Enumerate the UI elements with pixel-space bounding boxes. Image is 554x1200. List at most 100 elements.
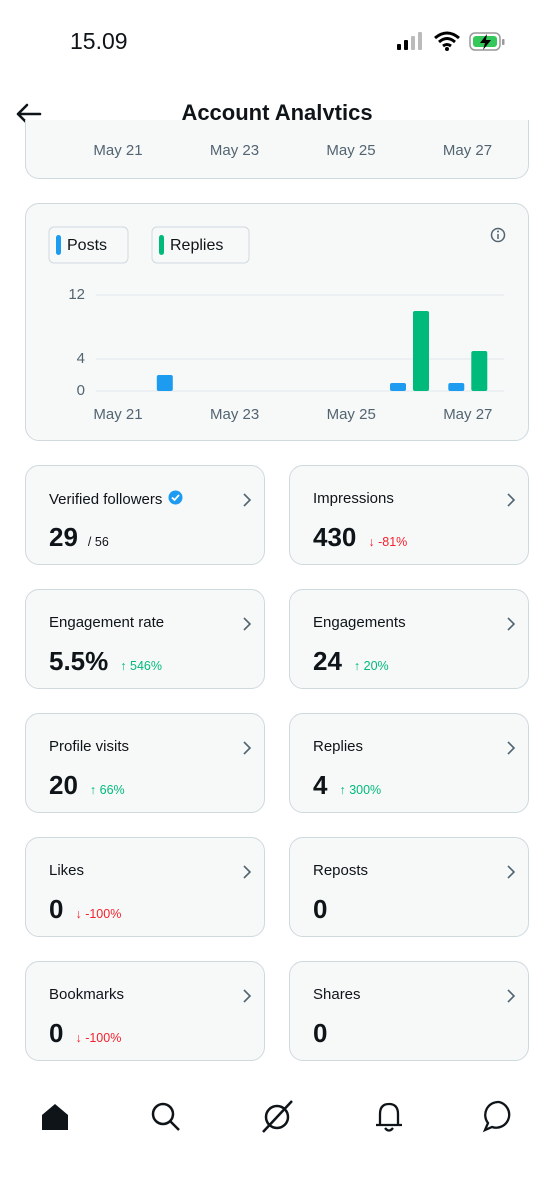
nav-messages[interactable] bbox=[482, 1100, 511, 1133]
metric-value: 4 bbox=[313, 770, 328, 800]
metric-value-row: 0 bbox=[313, 1018, 327, 1049]
metric-value-row: 24 ↑ 20% bbox=[313, 646, 389, 677]
metric-label-row: Profile visits bbox=[49, 738, 129, 755]
x-tick-label: May 25 bbox=[327, 406, 376, 423]
chart: 0 4 12 Posts Replies May 21 May 23 May 25 May 27 bbox=[48, 226, 506, 423]
previous-chart-card: May 21 May 23 May 25 May 27 bbox=[25, 120, 529, 179]
metric-value: 0 bbox=[49, 894, 64, 924]
metric-value-row: 430 ↓ -81% bbox=[313, 522, 407, 553]
metric-change: ↓ -100% bbox=[75, 907, 122, 921]
metric-card[interactable]: Likes 0 ↓ -100% bbox=[25, 837, 265, 937]
legend-chip bbox=[151, 226, 250, 264]
y-tick-label: 0 bbox=[77, 382, 85, 399]
metric-label-row: Reposts bbox=[313, 862, 368, 879]
metric-label: Engagement rate bbox=[49, 614, 165, 631]
x-tick-label: May 21 bbox=[93, 406, 142, 423]
metric-value-row: 0 ↓ -100% bbox=[49, 1018, 121, 1049]
bar bbox=[471, 351, 488, 391]
metric-label: Shares bbox=[313, 986, 361, 1003]
x-tick-label: May 23 bbox=[209, 142, 260, 159]
metric-label-row: Bookmarks bbox=[49, 986, 124, 1003]
metric-card[interactable]: Reposts 0 bbox=[289, 837, 529, 937]
metric-change: ↑ 20% bbox=[353, 659, 389, 673]
nav-search[interactable] bbox=[151, 1102, 180, 1131]
metric-card[interactable]: Impressions 430 ↓ -81% bbox=[289, 465, 529, 565]
metric-value-row: 5.5% ↑ 546% bbox=[49, 646, 162, 677]
metric-value-row: 20 ↑ 66% bbox=[49, 770, 125, 801]
metric-change: ↑ 300% bbox=[339, 783, 382, 797]
metric-change: ↓ -100% bbox=[75, 1031, 122, 1045]
verified-badge bbox=[168, 490, 183, 509]
chevron bbox=[506, 740, 516, 761]
bottom-nav bbox=[42, 1100, 511, 1133]
metric-value: 29 bbox=[49, 522, 78, 552]
chart-card: 0 4 12 Posts Replies May 21 May 23 May 25 May 27 bbox=[25, 203, 529, 441]
legend-swatch bbox=[56, 235, 61, 255]
info-icon[interactable] bbox=[490, 227, 506, 243]
metric-value: 24 bbox=[313, 646, 342, 676]
metric-label: Bookmarks bbox=[49, 986, 125, 1003]
y-tick-label: 4 bbox=[77, 350, 85, 367]
metric-label: Verified followers bbox=[49, 491, 163, 508]
x-tick-label: May 25 bbox=[326, 142, 376, 159]
chevron bbox=[242, 616, 252, 637]
metric-label: Replies bbox=[313, 738, 364, 755]
metric-card[interactable]: Profile visits 20 ↑ 66% bbox=[25, 713, 265, 813]
metric-value: 20 bbox=[49, 770, 78, 800]
metric-card[interactable]: Replies 4 ↑ 300% bbox=[289, 713, 529, 813]
status-icons bbox=[397, 31, 505, 51]
chevron bbox=[242, 740, 252, 761]
metric-total: / 56 bbox=[87, 535, 109, 549]
previous-chart-axis: May 21 May 23 May 25 May 27 bbox=[26, 142, 530, 162]
chevron bbox=[506, 616, 516, 637]
chevron bbox=[506, 988, 516, 1009]
nav-notifications[interactable] bbox=[376, 1102, 402, 1132]
nav-grok[interactable] bbox=[262, 1100, 293, 1133]
metric-card[interactable]: Bookmarks 0 ↓ -100% bbox=[25, 961, 265, 1061]
bar bbox=[413, 311, 429, 391]
chevron bbox=[242, 864, 252, 885]
y-tick-label: 12 bbox=[68, 286, 85, 303]
metric-card[interactable]: Engagements 24 ↑ 20% bbox=[289, 589, 529, 689]
metric-label: Profile visits bbox=[49, 738, 130, 755]
bar bbox=[448, 383, 465, 391]
metric-value-row: 4 ↑ 300% bbox=[313, 770, 381, 801]
metric-change: ↑ 66% bbox=[89, 783, 125, 797]
status-time: 15.09 bbox=[70, 28, 128, 54]
metric-change: ↑ 546% bbox=[120, 659, 162, 673]
metric-label-row: Shares bbox=[313, 986, 361, 1003]
legend-swatch bbox=[159, 235, 164, 255]
metric-label-row: Engagements bbox=[313, 614, 406, 631]
metric-label-row: Replies bbox=[313, 738, 363, 755]
metric-value: 5.5% bbox=[49, 646, 109, 676]
metric-label: Engagements bbox=[313, 614, 406, 631]
x-tick-label: May 27 bbox=[442, 142, 493, 159]
metric-card[interactable]: Engagement rate 5.5% ↑ 546% bbox=[25, 589, 265, 689]
metric-value-row: 0 ↓ -100% bbox=[49, 894, 121, 925]
metric-value: 0 bbox=[313, 1018, 328, 1048]
nav-home[interactable] bbox=[42, 1104, 68, 1130]
metric-value: 0 bbox=[49, 1018, 64, 1048]
chevron bbox=[242, 988, 252, 1009]
metric-label-row: Verified followers bbox=[49, 490, 183, 509]
chevron bbox=[506, 864, 516, 885]
bar bbox=[156, 375, 173, 391]
metric-card[interactable]: Shares 0 bbox=[289, 961, 529, 1061]
legend-label: Replies bbox=[170, 237, 223, 254]
metric-label-row: Engagement rate bbox=[49, 614, 164, 631]
chevron bbox=[242, 492, 252, 513]
metric-card[interactable]: Verified followers 29 / 56 bbox=[25, 465, 265, 565]
metric-label: Likes bbox=[49, 862, 85, 879]
x-tick-label: May 23 bbox=[210, 406, 259, 423]
metric-value: 430 bbox=[313, 522, 357, 552]
bar bbox=[390, 383, 406, 391]
metric-label-row: Impressions bbox=[313, 490, 394, 507]
metric-change: ↓ -81% bbox=[368, 535, 408, 549]
legend-chip bbox=[48, 226, 129, 264]
metric-label: Impressions bbox=[313, 490, 394, 507]
metric-value-row: 0 bbox=[313, 894, 327, 925]
metric-value: 0 bbox=[313, 894, 328, 924]
x-tick-label: May 27 bbox=[443, 406, 492, 423]
chevron bbox=[506, 492, 516, 513]
